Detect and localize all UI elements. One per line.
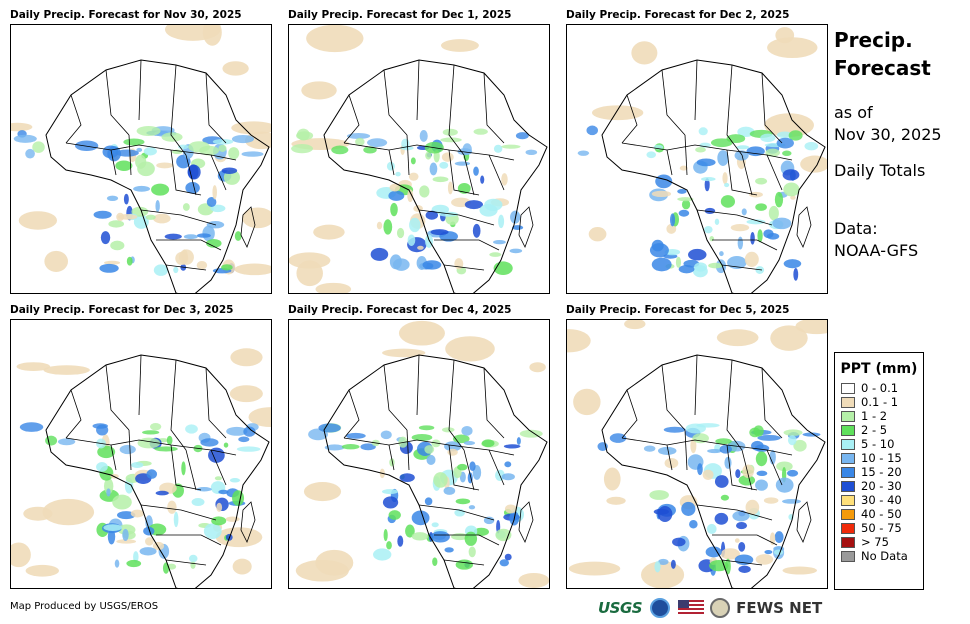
legend-label: No Data — [861, 549, 908, 563]
logo-strip: USGS FEWS NET — [598, 596, 822, 620]
fews-net-logo: FEWS NET — [736, 599, 823, 617]
legend-swatch — [841, 508, 855, 520]
asof-date: Nov 30, 2025 — [834, 125, 942, 144]
forecast-panel-2: Daily Precip. Forecast for Dec 1, 2025 — [288, 8, 550, 294]
panel-title: Daily Precip. Forecast for Dec 3, 2025 — [10, 304, 234, 316]
side-title-line1: Precip. — [834, 28, 913, 52]
usgs-logo: USGS — [598, 599, 643, 617]
legend-item: 5 - 10 — [841, 437, 923, 451]
legend-swatch — [841, 424, 855, 436]
precip-map — [288, 24, 550, 294]
legend-swatch — [841, 480, 855, 492]
precip-map — [288, 319, 550, 589]
legend-label: 50 - 75 — [861, 521, 902, 535]
legend-swatch — [841, 452, 855, 464]
legend-swatch — [841, 410, 855, 422]
legend-label: 15 - 20 — [861, 465, 902, 479]
legend-item: 0.1 - 1 — [841, 395, 923, 409]
us-flag-icon — [678, 600, 705, 616]
legend-item: No Data — [841, 549, 923, 563]
asof-label: as of — [834, 103, 873, 122]
precip-map — [10, 24, 272, 294]
forecast-panel-3: Daily Precip. Forecast for Dec 2, 2025 — [566, 8, 828, 294]
precip-map — [10, 319, 272, 589]
legend-item: > 75 — [841, 535, 923, 549]
panel-title: Daily Precip. Forecast for Dec 2, 2025 — [566, 9, 790, 21]
side-info: Precip. Forecast as of Nov 30, 2025 Dail… — [834, 26, 964, 262]
forecast-panel-6: Daily Precip. Forecast for Dec 5, 2025 — [566, 303, 828, 589]
legend-item: 30 - 40 — [841, 493, 923, 507]
legend-label: 5 - 10 — [861, 437, 895, 451]
legend-label: 20 - 30 — [861, 479, 902, 493]
panel-title: Daily Precip. Forecast for Dec 4, 2025 — [288, 304, 512, 316]
data-source: NOAA-GFS — [834, 241, 919, 260]
panel-title: Daily Precip. Forecast for Dec 1, 2025 — [288, 9, 512, 21]
legend-item: 50 - 75 — [841, 521, 923, 535]
panel-title: Daily Precip. Forecast for Nov 30, 2025 — [10, 9, 242, 21]
legend-swatch — [841, 396, 855, 408]
legend-label: 1 - 2 — [861, 409, 888, 423]
legend-item: 2 - 5 — [841, 423, 923, 437]
legend-label: 2 - 5 — [861, 423, 888, 437]
legend-item: 1 - 2 — [841, 409, 923, 423]
forecast-panel-4: Daily Precip. Forecast for Dec 3, 2025 — [10, 303, 272, 589]
forecast-panel-5: Daily Precip. Forecast for Dec 4, 2025 — [288, 303, 550, 589]
legend-swatch — [841, 438, 855, 450]
precip-map — [566, 319, 828, 589]
precip-map — [566, 24, 828, 294]
credit-text: Map Produced by USGS/EROS — [10, 601, 159, 612]
legend-label: 0 - 0.1 — [861, 381, 899, 395]
state-dept-seal-icon — [710, 598, 731, 618]
data-label: Data: — [834, 219, 878, 238]
legend-swatch — [841, 550, 855, 562]
legend-title: PPT (mm) — [840, 361, 918, 377]
legend-item: 15 - 20 — [841, 465, 923, 479]
forecast-panel-1: Daily Precip. Forecast for Nov 30, 2025 — [10, 8, 272, 294]
side-title-line2: Forecast — [834, 56, 931, 80]
legend-swatch — [841, 382, 855, 394]
legend-swatch — [841, 494, 855, 506]
legend-item: 40 - 50 — [841, 507, 923, 521]
legend-label: 10 - 15 — [861, 451, 902, 465]
legend-swatch — [841, 466, 855, 478]
legend-item: 20 - 30 — [841, 479, 923, 493]
legend-item: 10 - 15 — [841, 451, 923, 465]
panel-title: Daily Precip. Forecast for Dec 5, 2025 — [566, 304, 790, 316]
totals-label: Daily Totals — [834, 161, 926, 180]
legend-label: 40 - 50 — [861, 507, 902, 521]
legend-label: 30 - 40 — [861, 493, 902, 507]
legend-swatch — [841, 522, 855, 534]
legend-swatch — [841, 536, 855, 548]
legend-label: 0.1 - 1 — [861, 395, 899, 409]
legend-item: 0 - 0.1 — [841, 381, 923, 395]
legend-label: > 75 — [861, 535, 889, 549]
noaa-logo — [650, 598, 671, 618]
